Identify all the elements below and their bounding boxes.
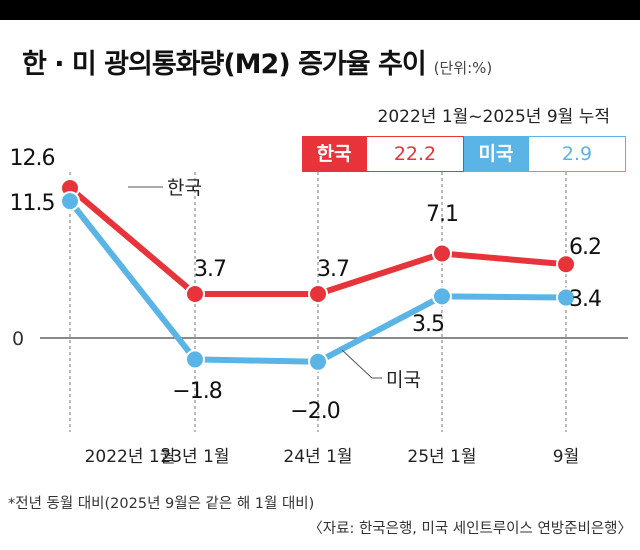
korea-data-label-2: 3.7 [317,257,349,282]
x-tick-label-4: 9월 [553,447,579,467]
us-data-label-4: 3.4 [569,287,601,312]
korea-data-label-3: 7.1 [426,202,458,227]
korea-point-2 [309,285,327,303]
x-tick-label-3: 25년 1월 [407,447,476,467]
us-point-3 [433,287,451,305]
us-data-label-1: −1.8 [172,379,221,404]
footnote: *전년 동월 대비(2025년 9월은 같은 해 1월 대비) [8,492,314,513]
us-point-0 [61,192,79,210]
korea-data-label-1: 3.7 [194,257,226,282]
x-tick-label-2: 24년 1월 [283,447,352,467]
us-data-label-2: −2.0 [290,399,339,424]
source-note: 〈자료: 한국은행, 미국 세인트루이스 연방준비은행〉 [308,517,632,538]
korea-point-3 [433,245,451,263]
korea-data-label-4: 6.2 [569,235,601,260]
us-data-label-0: 11.5 [10,191,55,216]
korea-series-name: 한국 [167,177,202,199]
us-data-label-3: 3.5 [412,312,444,337]
us-point-2 [309,353,327,371]
korea-point-1 [186,285,204,303]
us-point-1 [186,350,204,368]
korea-data-label-0: 12.6 [10,146,55,171]
us-series-name: 미국 [386,369,421,391]
x-tick-label-1: 23년 1월 [160,447,229,467]
us-callout-line [342,350,372,378]
y-tick-zero: 0 [12,328,24,350]
